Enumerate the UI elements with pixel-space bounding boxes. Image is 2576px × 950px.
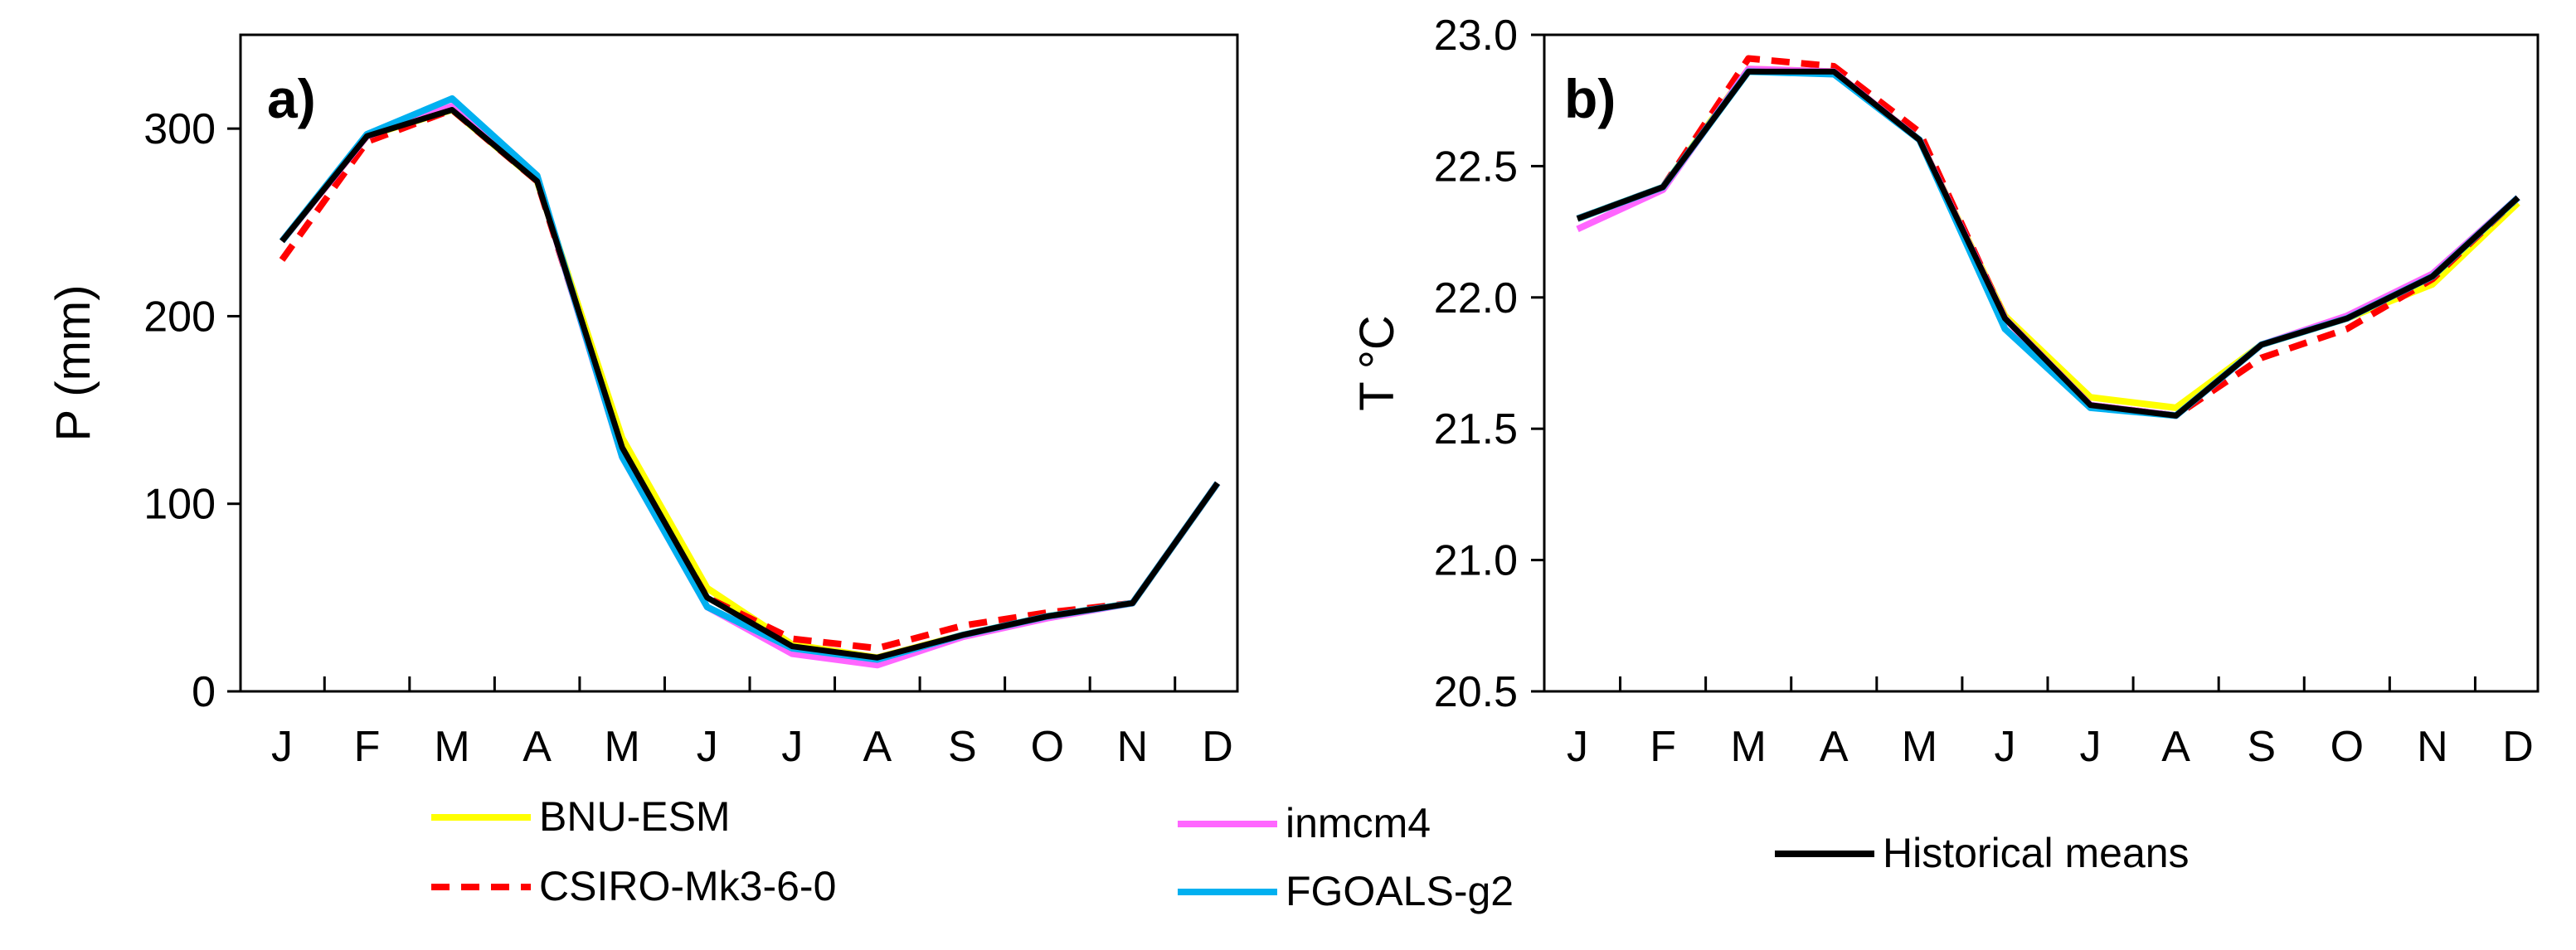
- panel-a-series-csiro-mk3-6-0: [279, 106, 1221, 652]
- panel-b-x-tick-label: M: [1902, 723, 1937, 771]
- legend-label-historical-means: Historical means: [1883, 830, 2190, 876]
- panel-a-y-tick-label: 200: [143, 293, 216, 341]
- panel-b-chart: 20.5 21.0 21.5 22.0 22.5 23.0 J F M A M J J A S O N D T °C…: [1350, 12, 2540, 771]
- panel-a-x-tick-label: A: [863, 723, 892, 771]
- panel-a-x-tick-label: J: [781, 723, 803, 771]
- panel-b-plot-frame: [1543, 33, 2540, 693]
- panel-b-x-tick-label: F: [1650, 723, 1676, 771]
- panel-a-y-tick-label: 0: [192, 668, 216, 716]
- panel-b-y-tick-label: 21.5: [1434, 405, 1518, 453]
- panel-b-x-tick-label: D: [2502, 723, 2534, 771]
- panel-b-y-tick-label: 22.0: [1434, 274, 1518, 322]
- panel-a-x-tick-label: M: [434, 723, 469, 771]
- panel-a-series-bnu-esm: [279, 106, 1221, 662]
- panel-b-y-tick-label: 21.0: [1434, 537, 1518, 585]
- panel-a-x-tick-label: F: [354, 723, 381, 771]
- panel-a-panel-label: a): [267, 68, 316, 129]
- panel-b-series-csiro-mk3-6-0: [1576, 55, 2520, 419]
- panel-a-chart: 0 100 200 300 J F M A M J J A S O N D P (mm) a): [46, 33, 1239, 771]
- panel-b-y-axis-label: T °C: [1350, 315, 1404, 411]
- panel-a-series-fgoals-g2: [279, 95, 1221, 663]
- panel-b-y-tick-label: 23.0: [1434, 12, 1518, 60]
- panel-a-y-tick-label: 100: [143, 481, 216, 529]
- panel-b-x-tick-label: J: [1994, 723, 2015, 771]
- panel-a-x-tick-label: N: [1117, 723, 1149, 771]
- panel-b-y-tick-label: 20.5: [1434, 668, 1518, 716]
- panel-b-x-tick-label: O: [2331, 723, 2364, 771]
- panel-a-x-tick-label: A: [522, 723, 552, 771]
- legend-label-csiro-mk3-6-0: CSIRO-Mk3-6-0: [539, 863, 836, 909]
- panel-b-series-bnu-esm: [1576, 65, 2520, 411]
- panel-a-x-tick-label: D: [1202, 723, 1233, 771]
- panel-b-x-tick-label: J: [1567, 723, 1588, 771]
- legend-label-bnu-esm: BNU-ESM: [539, 793, 731, 840]
- panel-b-x-tick-label: N: [2417, 723, 2448, 771]
- panel-b-panel-label: b): [1564, 68, 1616, 129]
- panel-b-y-tick-label: 22.5: [1434, 143, 1518, 191]
- panel-a-x-tick-label: M: [605, 723, 640, 771]
- panel-a-series-inmcm4: [279, 103, 1221, 669]
- panel-a-y-tick-label: 300: [143, 105, 216, 153]
- legend: BNU-ESM inmcm4 Historical means CSIRO-Mk3-6…: [431, 793, 2190, 914]
- panel-b-x-tick-label: M: [1731, 723, 1767, 771]
- panel-a-series-historical-means: [279, 107, 1220, 661]
- panel-a-x-tick-label: O: [1031, 723, 1064, 771]
- panel-a-x-tick-label: S: [948, 723, 977, 771]
- panel-b-series-historical-means: [1576, 68, 2520, 419]
- panel-a-x-tick-label: J: [271, 723, 293, 771]
- panel-b-x-tick-label: A: [2161, 723, 2190, 771]
- panel-a-plot-frame: [239, 33, 1239, 693]
- panel-b-x-tick-label: S: [2247, 723, 2276, 771]
- legend-label-inmcm4: inmcm4: [1286, 800, 1431, 846]
- panel-b-x-tick-label: J: [2080, 723, 2102, 771]
- legend-label-fgoals-g2: FGOALS-g2: [1286, 868, 1514, 914]
- panel-b-x-tick-label: A: [1820, 723, 1849, 771]
- panel-a-y-axis-label: P (mm): [46, 284, 100, 441]
- panel-a-x-tick-label: J: [697, 723, 718, 771]
